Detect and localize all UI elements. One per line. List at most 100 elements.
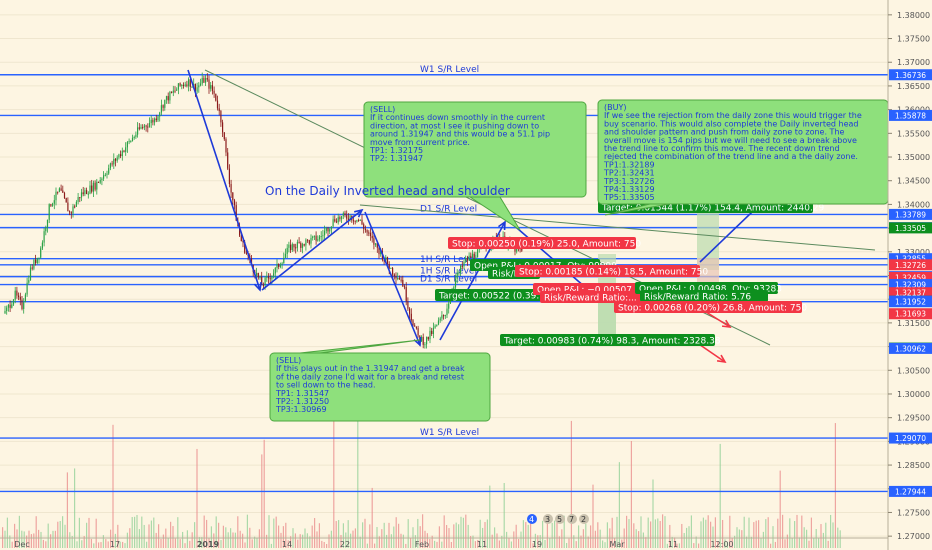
volume-bar [64, 524, 66, 548]
volume-bar [270, 543, 272, 548]
candle-body [63, 192, 66, 199]
volume-bar [530, 516, 532, 548]
buy-note-line: rejected the combination of the trend li… [604, 152, 858, 161]
pattern-arrow-3-head [413, 336, 422, 347]
event-flag: 4 [527, 514, 537, 524]
candle-body [21, 299, 23, 309]
candle-body [181, 84, 183, 86]
volume-bar [678, 543, 680, 548]
stop-label-1: Stop: 0.00250 (0.19%) 25.0, Amount: 750 [448, 237, 641, 250]
price-tag-text: 1.27944 [895, 487, 926, 496]
volume-bar [834, 423, 836, 548]
volume-bar [453, 524, 455, 548]
candle-body [169, 91, 171, 101]
volume-bar [578, 525, 580, 548]
candle-body [303, 244, 305, 246]
candle-body [468, 255, 470, 261]
candle-body [160, 105, 162, 113]
volume-bar [40, 531, 42, 548]
volume-bar [443, 515, 445, 548]
pattern-arrow-1-head [253, 281, 262, 292]
volume-bar [556, 519, 558, 548]
volume-bar [455, 522, 457, 548]
price-tag: 1.32309 [889, 279, 932, 291]
candle-body [412, 320, 414, 326]
volume-bar [573, 535, 575, 548]
candle-body [279, 265, 281, 267]
volume-bar [611, 517, 613, 548]
candle-body [432, 327, 434, 335]
volume-bar [177, 517, 179, 548]
candle-body [427, 336, 429, 340]
candle-body [431, 330, 433, 335]
y-tick-label: 1.37500 [897, 35, 930, 44]
candle-body [128, 141, 130, 143]
volume-bar [683, 532, 685, 548]
candle-body [444, 315, 446, 317]
candle-body [376, 243, 378, 248]
volume-bar [462, 517, 464, 548]
volume-bar [606, 522, 608, 548]
volume-bar [722, 519, 724, 548]
volume-bar [798, 537, 800, 548]
volume-bar [234, 532, 236, 548]
candle-body [194, 83, 196, 92]
candle-body [114, 158, 117, 161]
volume-bar [122, 541, 124, 548]
volume-bar [813, 537, 815, 548]
volume-bar [657, 518, 659, 548]
stop-arrow-1-head [716, 354, 727, 364]
volume-bar [239, 530, 241, 548]
volume-bar [405, 543, 407, 548]
volume-bar [698, 543, 700, 548]
volume-bar [150, 520, 152, 548]
volume-bar [59, 521, 61, 548]
price-tag-text: 1.33789 [895, 210, 926, 219]
volume-bar [652, 479, 654, 548]
candle-body [298, 241, 300, 244]
volume-bar [74, 468, 76, 548]
candle-body [312, 236, 314, 238]
candle-body [50, 204, 52, 206]
candle-body [269, 278, 271, 280]
volume-bar [645, 537, 647, 548]
candle-body [19, 296, 21, 300]
volume-bar [501, 535, 503, 548]
candle-body [288, 244, 290, 248]
volume-bar [335, 521, 337, 548]
candle-body [320, 236, 322, 238]
volume-bar [16, 529, 18, 548]
position-zone [697, 212, 719, 270]
candle-body [308, 240, 310, 244]
candle-body [154, 118, 156, 123]
open-pl-label-2-text: Open P&L: −0.00507, Q... [537, 286, 653, 296]
volume-bar [693, 543, 695, 548]
y-axis[interactable]: 1.380001.375001.370001.365001.360001.355… [887, 0, 932, 550]
candle-body [239, 226, 241, 236]
volume-bar [794, 521, 796, 548]
volume-bar [342, 523, 344, 548]
candle-body [213, 90, 215, 94]
volume-bar [407, 519, 409, 548]
volume-bar [138, 529, 140, 548]
candle-body [339, 217, 341, 220]
volume-bar [6, 517, 8, 548]
target-label-1: Target: 0.00522 (0.39... [435, 289, 553, 302]
candle-body [135, 134, 137, 137]
candle-body [407, 301, 409, 309]
volume-bar [330, 530, 332, 548]
volume-bar [237, 516, 239, 548]
y-tick-label: 1.27500 [897, 508, 930, 517]
candle-body [75, 201, 77, 207]
x-axis[interactable]: Dec 17 2019 14 22 Feb 11 19 Mar 11 12:00 [0, 537, 888, 549]
sell-note-1-line: around 1.31947 and this would be a 51.1 … [370, 130, 550, 139]
candle-body [74, 206, 76, 208]
volume-bar [669, 524, 671, 548]
candle-body [84, 190, 86, 195]
volume-bar [47, 523, 49, 548]
volume-bar [458, 524, 460, 548]
candle-body [36, 257, 38, 264]
volume-bar [362, 522, 364, 548]
